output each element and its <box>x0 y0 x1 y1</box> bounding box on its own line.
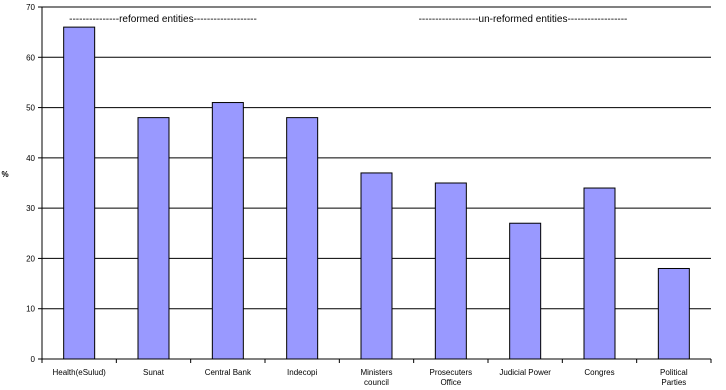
bar <box>360 172 393 360</box>
annotation-reformed: ---------------reformed entities--------… <box>69 14 257 25</box>
y-axis-label: % <box>1 170 8 179</box>
y-tick-label: 30 <box>26 204 35 213</box>
x-tick-label: Judicial Power <box>499 368 551 377</box>
x-tick-label: Parties <box>661 378 686 387</box>
y-tick-label: 0 <box>31 355 36 364</box>
bars <box>63 26 690 360</box>
x-tick-label: Political <box>660 368 688 377</box>
y-tick-label: 20 <box>26 254 35 263</box>
x-tick-label: Congres <box>584 368 614 377</box>
x-tick-label: Indecopi <box>287 368 317 377</box>
bar <box>286 117 319 360</box>
bar <box>211 102 244 360</box>
x-tick-label: Prosecuters <box>429 368 472 377</box>
y-tick-label: 10 <box>26 305 35 314</box>
bar <box>434 182 467 360</box>
bar <box>63 26 96 360</box>
x-tick-labels: Health(eSulud) Sunat Central Bank Indecopi M… <box>52 368 687 387</box>
bar <box>509 222 542 360</box>
x-tick-label: Sunat <box>143 368 165 377</box>
y-tick-label: 70 <box>26 3 35 12</box>
x-tick-label: Central Bank <box>205 368 252 377</box>
y-tick-label: 50 <box>26 104 35 113</box>
x-tick-label: Health(eSulud) <box>52 368 106 377</box>
x-tick-label: Office <box>440 378 461 387</box>
axes <box>41 7 712 363</box>
y-tick-label: 60 <box>26 53 35 62</box>
bar <box>137 117 170 360</box>
x-tick-label: Ministers <box>360 368 392 377</box>
y-tick-label: 40 <box>26 154 35 163</box>
annotation-unreformed: ------------------un-reformed entities--… <box>419 14 628 25</box>
bar <box>657 267 690 360</box>
bar <box>583 187 616 360</box>
y-tick-labels: 0 10 20 30 40 50 60 70 <box>26 3 42 364</box>
x-tick-label: council <box>364 378 389 387</box>
